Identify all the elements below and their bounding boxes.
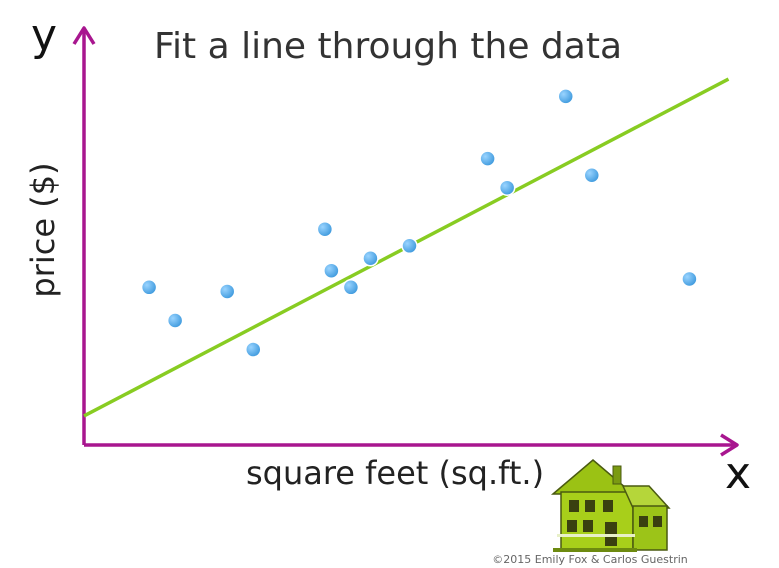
copyright-notice: ©2015 Emily Fox & Carlos Guestrin: [492, 553, 688, 566]
data-point-11: [498, 179, 516, 196]
x-axis-arrow-icon: [720, 433, 739, 457]
x-axis-letter: x: [725, 448, 751, 499]
data-points: [140, 88, 698, 358]
data-point-9: [401, 237, 418, 255]
data-point-2: [166, 312, 184, 329]
data-point-14: [681, 270, 698, 288]
data-point-7: [342, 279, 360, 296]
house-icon: [550, 459, 671, 552]
data-point-5: [316, 220, 334, 238]
axes: [72, 26, 739, 457]
data-point-13: [583, 167, 601, 184]
chart-title: Fit a line through the data: [154, 26, 622, 67]
data-point-6: [323, 262, 340, 279]
data-point-10: [479, 150, 496, 167]
data-point-3: [218, 283, 236, 300]
x-axis-label: square feet (sq.ft.): [246, 454, 544, 492]
data-point-1: [140, 279, 158, 296]
data-point-8: [362, 250, 379, 267]
data-point-4: [245, 341, 262, 358]
data-point-12: [557, 88, 574, 105]
y-axis-letter: y: [31, 10, 57, 61]
y-axis-label: price ($): [24, 162, 62, 297]
y-axis-arrow-icon: [72, 26, 96, 45]
